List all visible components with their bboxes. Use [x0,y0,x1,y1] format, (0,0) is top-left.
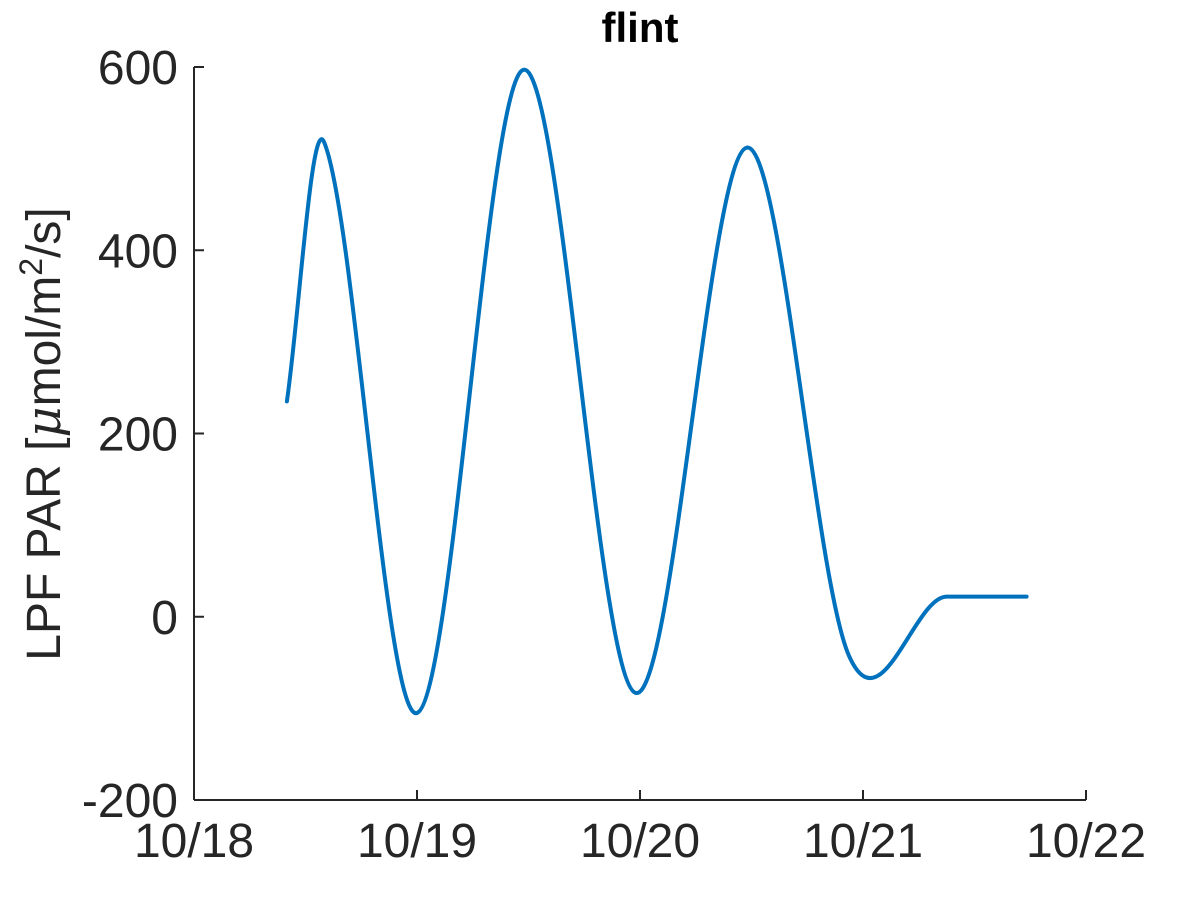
y-axis-label-mu: μ [16,406,72,437]
y-axis-label-text: LPF PAR [μmol/m2/s] [13,207,72,661]
y-tick-label: -200 [82,775,178,828]
x-tick-label: 10/22 [1026,815,1146,868]
x-ticks: 10/18 10/19 10/20 10/21 10/22 [134,790,1146,868]
y-axis-label-unit: mol/m [18,276,71,407]
x-tick-label: 10/21 [803,815,923,868]
y-tick-label: 200 [98,409,178,462]
y-tick-label: 400 [98,225,178,278]
x-tick-label: 10/19 [357,815,477,868]
y-tick-label: 600 [98,42,178,95]
x-tick-label: 10/20 [580,815,700,868]
y-axis-label: LPF PAR [μmol/m2/s] [13,207,72,661]
chart-title: flint [602,4,679,51]
y-axis-label-post: /s] [18,207,71,258]
y-ticks: 600 400 200 0 -200 [82,42,204,828]
y-axis-label-sup: 2 [13,258,49,276]
y-axis-label-pre: LPF PAR [ [18,438,71,661]
x-tick-label: 10/18 [134,815,254,868]
series-group [284,67,1029,715]
y-tick-label: 0 [151,592,178,645]
series-line [284,67,1029,715]
